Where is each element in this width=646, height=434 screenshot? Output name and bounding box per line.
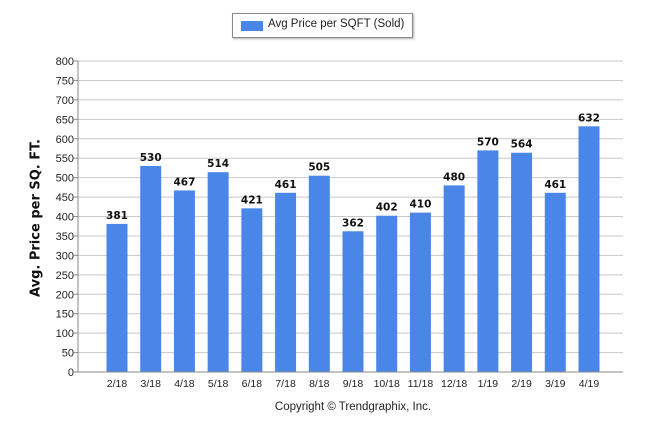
copyright-text: Copyright © Trendgraphix, Inc. <box>274 401 432 413</box>
bar-2-18 <box>106 223 128 372</box>
y-tick-label: 400 <box>56 212 74 224</box>
x-tick-label: 4/18 <box>174 378 195 390</box>
axes: 0 50 100 150 200 250 300 350 400 450 500 550 600 650 7… <box>56 56 623 390</box>
x-tick-label: 8/18 <box>309 378 330 390</box>
legend-label: Avg Price per SQFT (Sold) <box>268 18 405 30</box>
data-label: 564 <box>511 139 533 151</box>
bar-7-18 <box>275 192 297 372</box>
bar-8-18 <box>308 175 330 372</box>
y-tick-label: 450 <box>56 192 74 204</box>
data-label: 570 <box>477 136 499 148</box>
bar-1-19 <box>477 150 499 372</box>
x-tick-label: 3/18 <box>140 378 161 390</box>
y-tick-label: 600 <box>56 134 74 146</box>
x-tick-label: 12/18 <box>441 378 467 390</box>
bar-9-18 <box>342 231 364 372</box>
data-label: 421 <box>241 194 263 206</box>
data-label: 505 <box>308 162 330 174</box>
y-tick-label: 150 <box>56 309 74 321</box>
y-tick-label: 100 <box>56 328 74 340</box>
bar-11-18 <box>409 212 431 372</box>
data-label: 467 <box>173 176 195 188</box>
legend: Avg Price per SQFT (Sold) <box>232 13 413 38</box>
data-labels: 381 530 467 514 421 461 505 362 402 410 480 570 564 4… <box>106 112 600 229</box>
x-tick-label: 2/18 <box>107 378 128 390</box>
y-tick-label: 250 <box>56 270 74 282</box>
data-label: 461 <box>275 179 297 191</box>
x-tick-label: 4/19 <box>579 378 600 390</box>
y-tick-label: 200 <box>56 289 74 301</box>
data-label: 480 <box>443 171 465 183</box>
y-tick-label: 300 <box>56 250 74 262</box>
bars <box>106 126 600 372</box>
bar-3-18 <box>140 165 162 372</box>
y-tick-label: 500 <box>56 173 74 185</box>
data-label: 632 <box>578 112 600 124</box>
x-tick-label: 2/19 <box>511 378 532 390</box>
y-tick-label: 750 <box>56 75 74 87</box>
bar-12-18 <box>443 185 465 372</box>
data-label: 402 <box>376 202 398 214</box>
y-tick-label: 800 <box>56 56 74 68</box>
legend-swatch <box>241 21 263 31</box>
bar-5-18 <box>207 172 229 372</box>
x-tick-label: 3/19 <box>545 378 566 390</box>
bar-4-19 <box>578 126 600 372</box>
x-tick-label: 6/18 <box>242 378 263 390</box>
data-label: 461 <box>544 179 566 191</box>
y-tick-label: 0 <box>68 367 74 379</box>
bar-6-18 <box>241 208 263 372</box>
data-label: 530 <box>140 152 162 164</box>
x-tick-label: 9/18 <box>343 378 364 390</box>
data-label: 514 <box>207 158 229 170</box>
y-tick-label: 700 <box>56 95 74 107</box>
bar-4-18 <box>173 190 195 372</box>
x-tick-label: 10/18 <box>374 378 400 390</box>
y-tick-label: 650 <box>56 114 74 126</box>
x-tick-label: 1/19 <box>478 378 499 390</box>
x-tick-label: 7/18 <box>275 378 296 390</box>
y-tick-label: 550 <box>56 153 74 165</box>
bar-2-19 <box>511 152 533 372</box>
data-label: 381 <box>106 210 128 222</box>
y-tick-label: 50 <box>62 348 74 360</box>
data-label: 362 <box>342 217 364 229</box>
x-tick-label: 5/18 <box>208 378 229 390</box>
y-tick-label: 350 <box>56 231 74 243</box>
bar-3-19 <box>544 192 566 372</box>
bar-10-18 <box>376 215 398 372</box>
x-tick-label: 11/18 <box>408 378 434 390</box>
data-label: 410 <box>409 199 431 211</box>
